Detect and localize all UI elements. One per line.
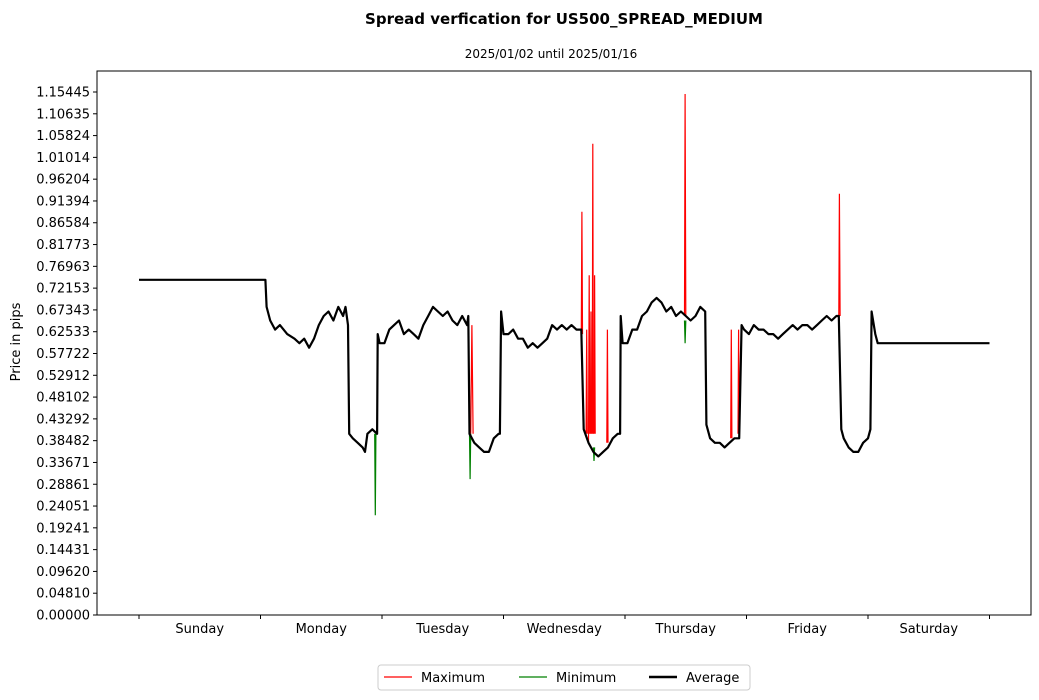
y-tick-label: 0.76963 [36, 260, 90, 275]
y-tick-label: 0.09620 [36, 565, 90, 580]
y-axis-label: Price in pips [9, 302, 24, 381]
y-tick-label: 0.04810 [36, 587, 90, 602]
legend: Maximum Minimum Average [377, 664, 751, 691]
y-tick-label: 1.05824 [36, 129, 90, 144]
x-tick-label-friday: Friday [788, 622, 828, 637]
y-tick-label: 1.10635 [36, 107, 90, 122]
y-tick-label: 0.57722 [36, 347, 90, 362]
x-axis: Sunday Monday Tuesday Wednesday Thursday Frid… [138, 615, 990, 637]
legend-box [377, 664, 751, 691]
x-tick-label-monday: Monday [296, 622, 348, 637]
series-minimum-spike [468, 433, 472, 480]
y-tick-label: 0.52912 [36, 369, 90, 384]
y-tick-label: 0.81773 [36, 238, 90, 253]
series-average-line [139, 278, 990, 458]
series-maximum-spike [585, 329, 588, 434]
y-tick-label: 0.62533 [36, 325, 90, 340]
y-tick-label: 0.00000 [36, 609, 90, 624]
series-maximum-spike [593, 275, 596, 434]
y-tick-label: 0.91394 [36, 194, 90, 209]
y-tick-label: 0.48102 [36, 391, 90, 406]
series-maximum-spike [589, 311, 593, 434]
x-tick-label-thursday: Thursday [655, 622, 717, 637]
series-maximum-spike [587, 275, 591, 443]
y-axis: 0.00000 0.04810 0.09620 0.14431 0.19241 0.240… [36, 86, 97, 624]
y-tick-label: 0.86584 [36, 216, 90, 231]
series-maximum-spike [730, 329, 733, 439]
y-tick-label: 0.43292 [36, 412, 90, 427]
x-tick-label-tuesday: Tuesday [415, 622, 469, 637]
y-tick-label: 0.72153 [36, 282, 90, 297]
plot-frame [96, 70, 1032, 616]
y-tick-label: 1.15445 [36, 86, 90, 101]
series-maximum-spike [606, 329, 609, 443]
chart-subtitle: 2025/01/02 until 2025/01/16 [465, 47, 638, 61]
x-tick-label-sunday: Sunday [175, 622, 224, 637]
legend-average-label: Average [686, 671, 739, 686]
series-minimum-spike [683, 320, 687, 344]
y-tick-label: 0.67343 [36, 303, 90, 318]
y-tick-label: 0.14431 [36, 543, 90, 558]
y-tick-label: 0.33671 [36, 456, 90, 471]
series-maximum-spike [683, 93, 687, 317]
series-maximum-spike [591, 143, 595, 434]
y-tick-label: 0.96204 [36, 173, 90, 188]
legend-minimum-label: Minimum [556, 671, 616, 686]
legend-maximum-label: Maximum [421, 671, 485, 686]
series-maximum-spike [470, 325, 474, 434]
y-tick-label: 1.01014 [36, 151, 90, 166]
series-maximum-spike [580, 211, 584, 335]
chart-title: Spread verfication for US500_SPREAD_MEDI… [365, 10, 763, 28]
y-tick-label: 0.19241 [36, 521, 90, 536]
series-maximum-spike [838, 193, 841, 317]
y-tick-label: 0.38482 [36, 434, 90, 449]
x-tick-label-wednesday: Wednesday [527, 622, 603, 637]
x-tick-label-saturday: Saturday [899, 622, 958, 637]
y-tick-label: 0.28861 [36, 478, 90, 493]
y-tick-label: 0.24051 [36, 500, 90, 515]
series-minimum-spike [374, 433, 377, 516]
